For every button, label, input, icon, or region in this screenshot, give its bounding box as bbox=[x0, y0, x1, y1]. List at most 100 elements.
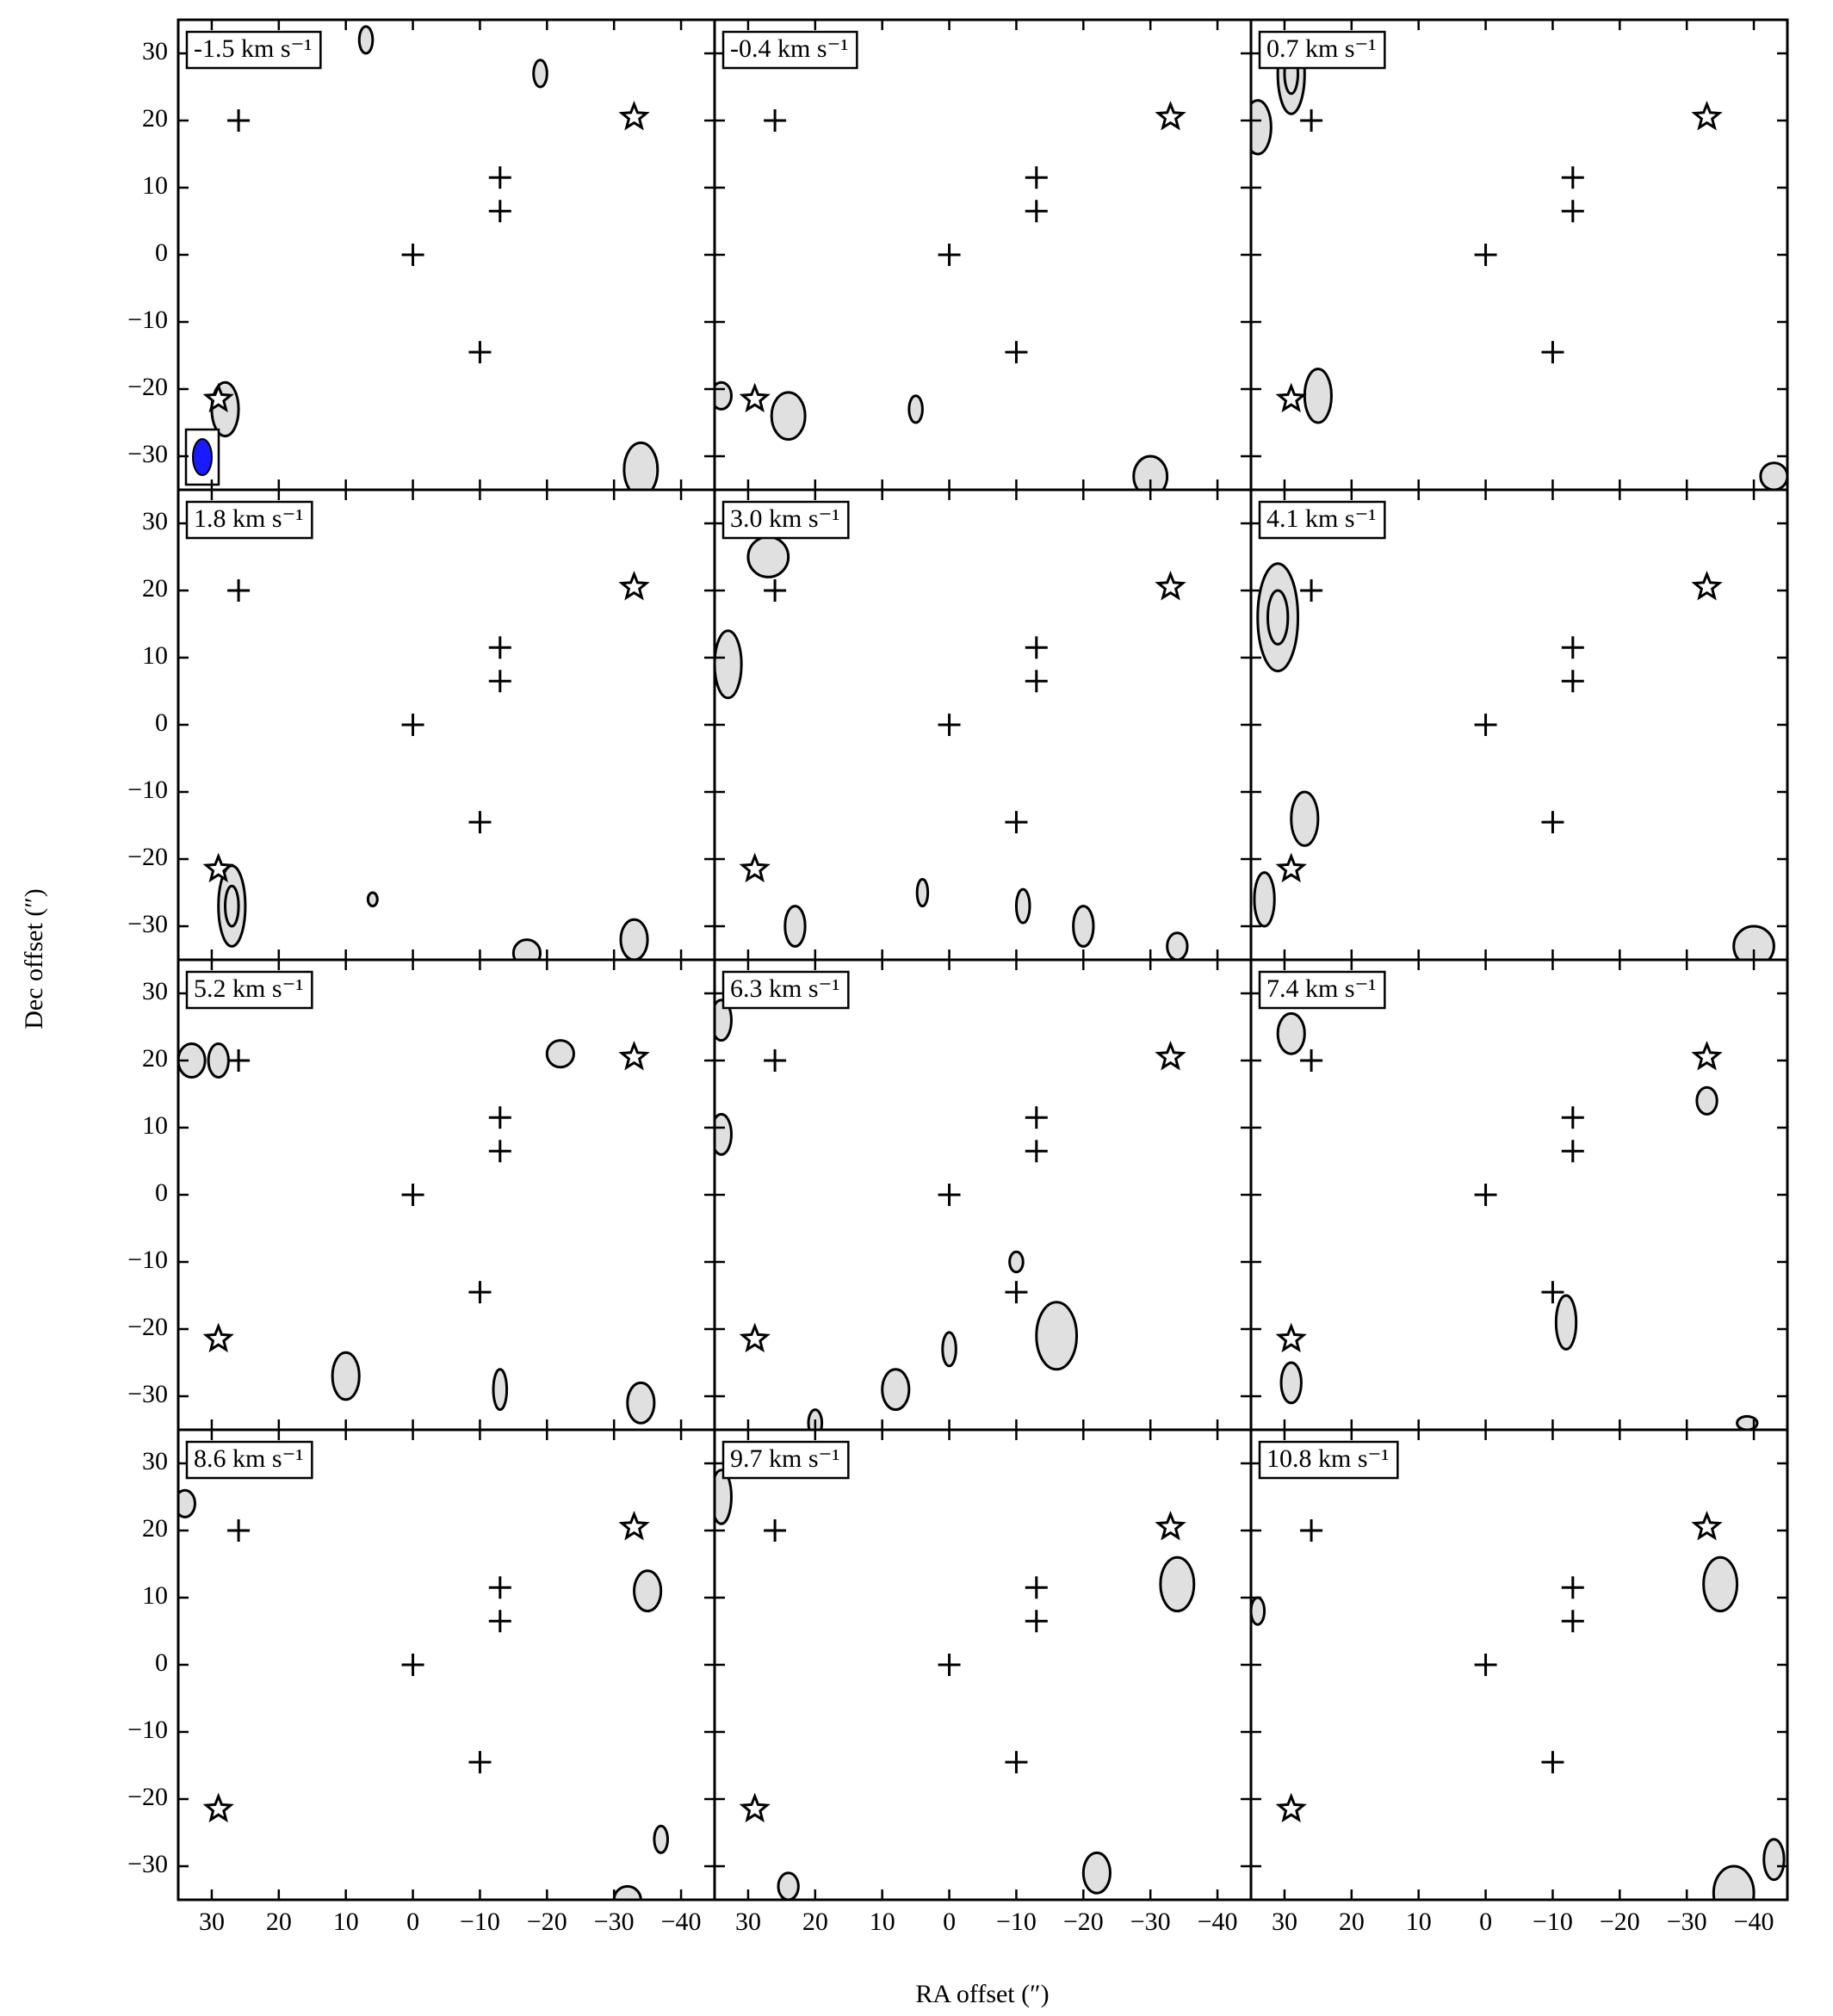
emission-contour bbox=[907, 394, 924, 424]
panel-label: 8.6 km s⁻¹ bbox=[194, 1444, 303, 1473]
cross-marker bbox=[1561, 1576, 1584, 1599]
x-tick-label: −40 bbox=[661, 1908, 702, 1936]
star-marker bbox=[1155, 101, 1186, 131]
emission-contour bbox=[1008, 1250, 1025, 1274]
x-tick-label: −30 bbox=[594, 1908, 635, 1936]
star-marker bbox=[1275, 1322, 1307, 1353]
star-marker bbox=[202, 382, 234, 413]
star-marker bbox=[618, 571, 650, 601]
panel bbox=[715, 101, 1186, 490]
cross-marker bbox=[1025, 670, 1048, 693]
emission-contour bbox=[224, 884, 240, 928]
y-axis-label: Dec offset (″) bbox=[20, 888, 48, 1030]
cross-marker bbox=[1561, 636, 1584, 659]
panel-label-box bbox=[185, 1440, 313, 1480]
x-tick-label: 20 bbox=[266, 1908, 292, 1936]
emission-contour bbox=[715, 629, 743, 700]
panel-label: -1.5 km s⁻¹ bbox=[194, 34, 312, 63]
cross-marker bbox=[1005, 1281, 1028, 1304]
emission-contour bbox=[1081, 1851, 1112, 1895]
panel-label-box bbox=[721, 1440, 850, 1480]
emission-contour bbox=[619, 918, 649, 960]
cross-marker bbox=[1005, 1751, 1028, 1774]
cross-marker bbox=[1561, 1140, 1584, 1163]
y-tick-label: −30 bbox=[127, 1380, 168, 1408]
x-tick-label: 20 bbox=[1339, 1908, 1365, 1936]
x-tick-label: −10 bbox=[1533, 1908, 1573, 1936]
x-tick-label: −40 bbox=[1734, 1908, 1774, 1936]
cross-marker bbox=[468, 1281, 492, 1304]
panel-frame bbox=[1249, 958, 1789, 1432]
y-tick-label: 20 bbox=[142, 1044, 168, 1073]
cross-marker bbox=[938, 244, 961, 266]
cross-marker bbox=[1025, 200, 1048, 223]
panel-label: 9.7 km s⁻¹ bbox=[730, 1444, 839, 1473]
cross-marker bbox=[1300, 579, 1323, 602]
panel-label-box bbox=[721, 970, 850, 1010]
y-tick-label: 10 bbox=[142, 1111, 168, 1140]
emission-contour bbox=[1279, 1361, 1303, 1405]
cross-marker bbox=[938, 1654, 961, 1676]
x-tick-label: 10 bbox=[333, 1908, 359, 1936]
x-tick-label: −10 bbox=[996, 1908, 1037, 1936]
cross-marker bbox=[227, 579, 251, 602]
cross-marker bbox=[1541, 811, 1564, 834]
star-marker bbox=[1155, 1041, 1186, 1071]
panel-frame bbox=[176, 488, 716, 962]
star-marker bbox=[1155, 571, 1186, 601]
emission-contour bbox=[1132, 455, 1169, 490]
x-tick-label: −20 bbox=[527, 1908, 567, 1936]
cross-marker bbox=[468, 811, 492, 834]
y-tick-label: 0 bbox=[155, 238, 168, 267]
cross-marker bbox=[468, 341, 492, 364]
cross-marker bbox=[1561, 670, 1584, 693]
cross-marker bbox=[488, 1576, 511, 1599]
star-marker bbox=[1691, 101, 1723, 131]
panel-label: 1.8 km s⁻¹ bbox=[194, 504, 303, 533]
cross-marker bbox=[1025, 636, 1048, 659]
panel-label-box bbox=[1258, 500, 1386, 540]
cross-marker bbox=[1025, 166, 1048, 189]
cross-marker bbox=[1474, 714, 1497, 736]
emission-contour bbox=[715, 1469, 733, 1525]
x-tick-label: −30 bbox=[1667, 1908, 1707, 1936]
x-tick-label: 10 bbox=[1406, 1908, 1432, 1936]
x-tick-label: 30 bbox=[199, 1908, 225, 1936]
y-tick-label: −20 bbox=[127, 1783, 168, 1811]
panel bbox=[715, 1469, 1196, 1900]
cross-marker bbox=[401, 1654, 424, 1676]
cross-marker bbox=[764, 1049, 787, 1072]
star-marker bbox=[618, 1041, 650, 1071]
cross-marker bbox=[488, 1140, 511, 1163]
emission-contour bbox=[783, 905, 807, 948]
panel-label: -0.4 km s⁻¹ bbox=[730, 34, 848, 63]
star-marker bbox=[1155, 1511, 1186, 1541]
emission-contour bbox=[1762, 1838, 1786, 1882]
emission-contour bbox=[357, 25, 375, 55]
panel-label-box bbox=[1258, 1440, 1399, 1480]
star-marker bbox=[618, 1511, 650, 1541]
cross-marker bbox=[227, 109, 251, 132]
cross-marker bbox=[1474, 244, 1497, 266]
y-tick-label: 20 bbox=[142, 104, 168, 133]
y-tick-label: 30 bbox=[142, 977, 168, 1005]
cross-marker bbox=[1025, 1106, 1048, 1129]
y-tick-label: 20 bbox=[142, 1514, 168, 1543]
y-tick-label: 10 bbox=[142, 171, 168, 200]
cross-marker bbox=[401, 1184, 424, 1206]
emission-contour bbox=[178, 1488, 196, 1518]
cross-marker bbox=[1541, 341, 1564, 364]
emission-contour bbox=[331, 1351, 361, 1401]
cross-marker bbox=[488, 670, 511, 693]
star-marker bbox=[202, 1322, 234, 1353]
panel bbox=[1251, 1511, 1786, 1900]
cross-marker bbox=[1300, 1519, 1323, 1542]
panel-label: 10.8 km s⁻¹ bbox=[1266, 1444, 1389, 1473]
emission-contour bbox=[915, 877, 930, 908]
panel bbox=[202, 571, 650, 960]
emission-contour bbox=[532, 59, 548, 89]
star-marker bbox=[1275, 382, 1307, 413]
panel-label-box bbox=[721, 30, 858, 70]
x-tick-label: 30 bbox=[735, 1908, 761, 1936]
emission-contour bbox=[207, 1042, 230, 1079]
